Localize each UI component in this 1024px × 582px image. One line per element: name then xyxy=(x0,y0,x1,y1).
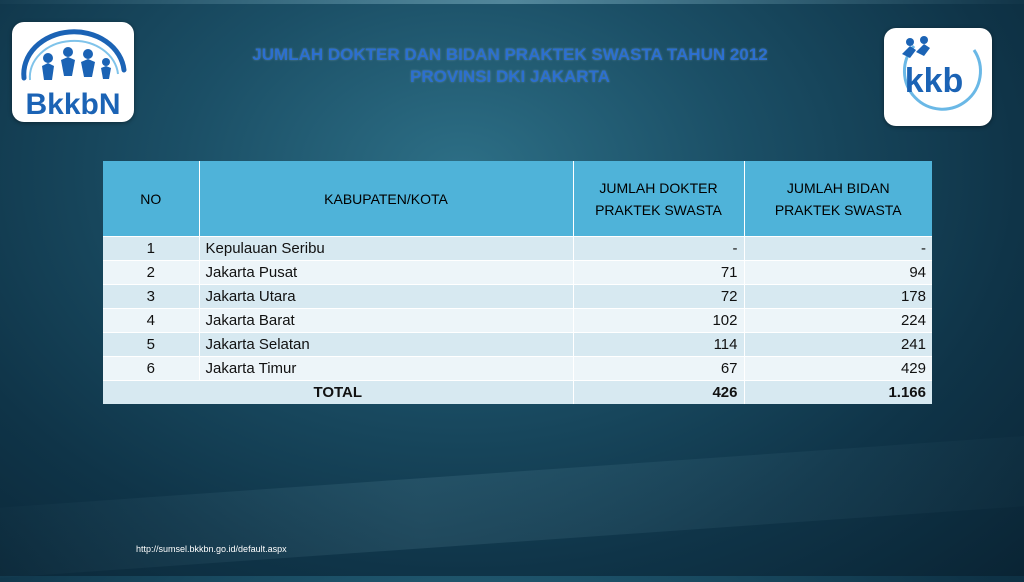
table-row: 4 Jakarta Barat 102 224 xyxy=(103,308,932,333)
cell-bidan: 94 xyxy=(744,260,932,285)
bkkbn-logo: BkkbN xyxy=(12,22,134,122)
cell-no: 5 xyxy=(103,332,200,357)
cell-dokter: 72 xyxy=(573,284,745,309)
header-dokter-line2: PRAKTEK SWASTA xyxy=(595,201,722,218)
background-top-glow xyxy=(0,0,1024,4)
cell-no: 4 xyxy=(103,308,200,333)
header-no: NO xyxy=(103,161,200,237)
svg-text:BkkbN: BkkbN xyxy=(25,88,120,121)
cell-bidan: 429 xyxy=(744,356,932,381)
header-kabupaten: KABUPATEN/KOTA xyxy=(199,161,574,237)
cell-no: 1 xyxy=(103,236,200,261)
svg-text:kkb: kkb xyxy=(905,62,964,100)
cell-kota: Kepulauan Seribu xyxy=(199,236,574,261)
cell-dokter: 102 xyxy=(573,308,745,333)
header-dokter-line1: JUMLAH DOKTER xyxy=(599,179,718,196)
cell-no: 3 xyxy=(103,284,200,309)
kkb-logo: kkb xyxy=(884,28,992,126)
cell-kota: Jakarta Pusat xyxy=(199,260,574,285)
title-line-1: JUMLAH DOKTER DAN BIDAN PRAKTEK SWASTA T… xyxy=(252,45,768,64)
table-row: 1 Kepulauan Seribu - - xyxy=(103,236,932,261)
data-table: NO KABUPATEN/KOTA JUMLAH DOKTER PRAKTEK … xyxy=(103,161,932,404)
table-total-row: TOTAL 426 1.166 xyxy=(103,380,932,404)
cell-no: 2 xyxy=(103,260,200,285)
source-url: http://sumsel.bkkbn.go.id/default.aspx xyxy=(136,544,287,554)
table-header-row: NO KABUPATEN/KOTA JUMLAH DOKTER PRAKTEK … xyxy=(103,161,932,237)
cell-kota: Jakarta Barat xyxy=(199,308,574,333)
cell-bidan: - xyxy=(744,236,932,261)
total-dokter: 426 xyxy=(573,380,745,404)
cell-dokter: - xyxy=(573,236,745,261)
cell-kota: Jakarta Utara xyxy=(199,284,574,309)
header-bidan: JUMLAH BIDAN PRAKTEK SWASTA xyxy=(744,161,932,237)
total-label: TOTAL xyxy=(103,380,574,404)
background-streak xyxy=(0,428,1024,582)
bkkbn-logo-graphic: BkkbN xyxy=(21,29,127,121)
table-row: 3 Jakarta Utara 72 178 xyxy=(103,284,932,309)
header-bidan-line1: JUMLAH BIDAN xyxy=(786,179,890,196)
cell-dokter: 67 xyxy=(573,356,745,381)
cell-no: 6 xyxy=(103,356,200,381)
page-title: JUMLAH DOKTER DAN BIDAN PRAKTEK SWASTA T… xyxy=(180,44,840,88)
header-bidan-line2: PRAKTEK SWASTA xyxy=(774,201,902,218)
cell-bidan: 224 xyxy=(744,308,932,333)
cell-dokter: 71 xyxy=(573,260,745,285)
table-row: 2 Jakarta Pusat 71 94 xyxy=(103,260,932,285)
title-line-2: PROVINSI DKI JAKARTA xyxy=(410,67,610,86)
table-row: 6 Jakarta Timur 67 429 xyxy=(103,356,932,381)
total-bidan: 1.166 xyxy=(744,380,932,404)
cell-bidan: 241 xyxy=(744,332,932,357)
cell-kota: Jakarta Timur xyxy=(199,356,574,381)
header-dokter: JUMLAH DOKTER PRAKTEK SWASTA xyxy=(573,161,745,237)
cell-bidan: 178 xyxy=(744,284,932,309)
cell-dokter: 114 xyxy=(573,332,745,357)
table-row: 5 Jakarta Selatan 114 241 xyxy=(103,332,932,357)
cell-kota: Jakarta Selatan xyxy=(199,332,574,357)
kkb-logo-graphic: kkb xyxy=(902,36,982,111)
